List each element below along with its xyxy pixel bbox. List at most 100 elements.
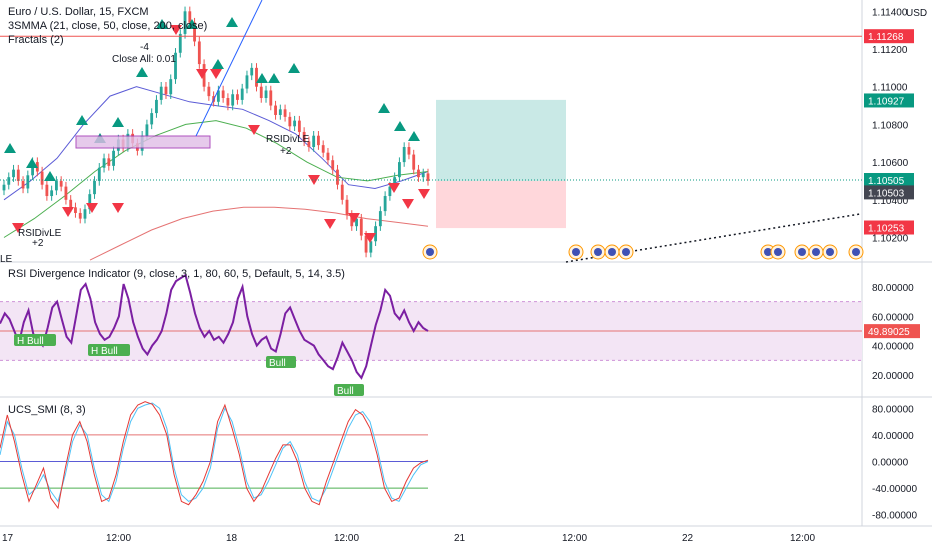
target-zone <box>436 99 566 181</box>
fractal-down-marker <box>170 25 182 35</box>
moving-averages <box>3 86 429 261</box>
time-axis[interactable]: 17 12:00 18 12:00 21 12:00 22 12:00 <box>2 533 815 544</box>
candle-body <box>293 120 297 127</box>
candle-body <box>69 199 73 208</box>
trade-annotation: +2 <box>32 238 44 249</box>
candle-body <box>226 98 230 106</box>
fractals-legend[interactable]: Fractals (2) <box>8 34 64 46</box>
price-tick: 1.10600 <box>872 158 909 169</box>
fractal-up-marker <box>408 131 420 141</box>
candle-body <box>78 212 82 219</box>
smi-tick: 0.00000 <box>872 458 909 469</box>
price-label-bg <box>864 185 914 200</box>
candle-body <box>350 214 354 227</box>
candle-body <box>297 120 301 132</box>
rsi-title[interactable]: RSI Divergence Indicator (9, close, 3, 1… <box>8 268 345 280</box>
price-label-bg <box>864 220 914 235</box>
candle-body <box>288 116 292 127</box>
rsi-value-text: 49.89025 <box>868 327 910 338</box>
candle-body <box>221 90 225 99</box>
stop-zone <box>436 180 566 229</box>
candle-body <box>83 209 87 219</box>
smi-series-line <box>0 401 429 510</box>
fractal-down-marker <box>112 203 124 213</box>
candle-body <box>178 33 182 53</box>
candle-body <box>355 218 358 227</box>
fractal-down-marker <box>418 189 430 199</box>
ma-legend[interactable]: 3SMMA (21, close, 50, close, 200, close) <box>8 20 208 32</box>
smi-title[interactable]: UCS_SMI (8, 3) <box>8 404 86 416</box>
candle-body <box>197 41 201 65</box>
fractal-down-marker <box>348 213 360 223</box>
event-icon-core <box>572 248 580 256</box>
candle-body <box>102 158 106 168</box>
candle-body <box>278 109 282 115</box>
fractal-up-marker <box>378 103 390 113</box>
candle-body <box>7 177 11 185</box>
event-icon-core <box>852 248 860 256</box>
event-icon-core <box>426 248 434 256</box>
rsi-value-bg <box>864 324 920 339</box>
price-label: 1.10253 <box>864 220 914 235</box>
candle-body <box>112 150 115 166</box>
candle-body <box>88 194 92 210</box>
candle-body <box>2 184 6 191</box>
rsi-panel[interactable]: H Bull H Bull Bull Bull <box>0 273 862 397</box>
fractal-up-marker <box>156 19 168 29</box>
smi-panel[interactable] <box>0 401 429 510</box>
candle-body <box>188 11 192 23</box>
candle-body <box>216 90 220 102</box>
fractal-down-marker <box>324 219 336 229</box>
candle-body <box>93 180 96 195</box>
candle-body <box>312 135 316 148</box>
fractal-down-marker <box>364 233 376 243</box>
price-label-text: 1.11268 <box>868 32 904 43</box>
fractal-up-marker <box>136 67 148 77</box>
event-icon-core <box>764 248 772 256</box>
candle-body <box>193 22 196 42</box>
currency-label: USD <box>906 8 927 19</box>
candle-body <box>331 160 335 170</box>
rsi-line <box>0 273 429 380</box>
candle-body <box>421 173 425 178</box>
candle-body <box>374 226 378 242</box>
candle-body <box>40 171 44 185</box>
candle-body <box>269 90 273 106</box>
price-label: 1.10927 <box>864 93 914 108</box>
time-tick: 12:00 <box>334 533 359 544</box>
candle-body <box>54 180 58 191</box>
candle-body <box>26 175 30 189</box>
fractal-down-marker <box>388 183 400 193</box>
candle-body <box>383 196 387 212</box>
symbol-title[interactable]: Euro / U.S. Dollar, 15, FXCM <box>8 6 149 18</box>
rsi-tick: 80.00000 <box>872 283 914 294</box>
price-label: 1.10503 <box>864 185 914 200</box>
fractal-up-marker <box>26 158 38 168</box>
fractal-up-marker <box>212 59 224 69</box>
long-position-box[interactable] <box>436 99 566 229</box>
event-icon-core <box>826 248 834 256</box>
ma-slow-line <box>89 206 429 261</box>
bull-label-bg <box>266 356 296 368</box>
trend-line <box>195 0 263 137</box>
candle-body <box>359 218 363 236</box>
candle-body <box>393 177 397 187</box>
event-icon-core <box>774 248 782 256</box>
smi-tick: -40.00000 <box>872 484 917 495</box>
fractal-up-marker <box>288 63 300 73</box>
fractal-down-marker <box>210 69 222 79</box>
fractal-up-marker <box>226 17 238 27</box>
fractals <box>4 17 430 243</box>
rsi-legend: RSI Divergence Indicator (9, close, 3, 1… <box>8 267 345 281</box>
main-legend: Euro / U.S. Dollar, 15, FXCM 3SMMA (21, … <box>8 5 207 47</box>
rsi-tick: 40.00000 <box>872 342 914 353</box>
candle-body <box>231 94 235 106</box>
candle-body <box>398 162 401 178</box>
price-tick: 1.11400 <box>872 7 908 18</box>
smi-tick: -80.00000 <box>872 511 917 522</box>
candle-body <box>326 152 330 161</box>
fractal-down-marker <box>308 175 320 185</box>
